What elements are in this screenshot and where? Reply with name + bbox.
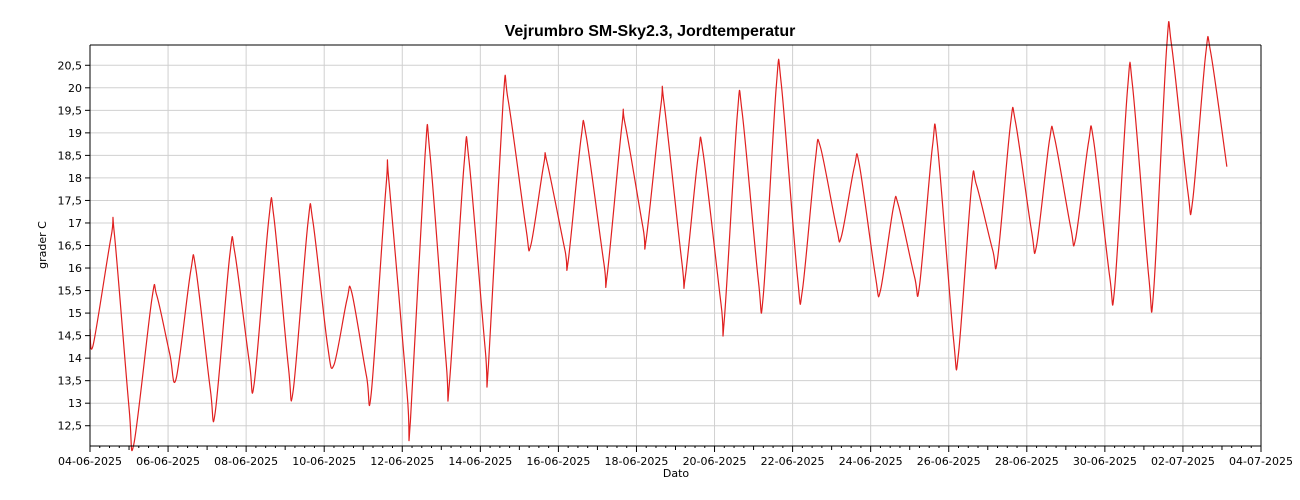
x-tick-label: 24-06-2025 (839, 455, 903, 468)
y-tick-label: 18,5 (58, 149, 83, 162)
y-axis-label: grader C (36, 221, 49, 269)
x-tick-label: 04-06-2025 (58, 455, 122, 468)
x-tick-label: 12-06-2025 (370, 455, 434, 468)
y-tick-label: 13,5 (58, 375, 83, 388)
x-tick-label: 06-06-2025 (136, 455, 200, 468)
x-axis-label: Dato (663, 467, 690, 480)
y-tick-label: 16,5 (58, 240, 83, 253)
y-tick-label: 20 (68, 82, 82, 95)
x-tick-label: 30-06-2025 (1073, 455, 1137, 468)
y-tick-label: 13 (68, 397, 82, 410)
y-tick-label: 14,5 (58, 330, 83, 343)
x-tick-label: 18-06-2025 (604, 455, 668, 468)
y-tick-label: 15 (68, 307, 82, 320)
x-tick-label: 26-06-2025 (917, 455, 981, 468)
x-axis-ticks: 04-06-2025 06-06-2025 08-06-2025 10-06-2025… (58, 446, 1293, 468)
y-tick-label: 16 (68, 262, 82, 275)
grid (89, 45, 1262, 446)
y-tick-label: 19,5 (58, 104, 83, 117)
y-tick-label: 17 (68, 217, 82, 230)
chart-title: Vejrumbro SM-Sky2.3, Jordtemperatur (505, 23, 796, 40)
temperature-series-line (89, 20, 1228, 452)
x-tick-label: 14-06-2025 (448, 455, 512, 468)
x-tick-label: 10-06-2025 (292, 455, 356, 468)
series-layer (89, 20, 1228, 452)
y-axis-ticks: 12,5 13 13,5 14 14,5 15 15,5 16 16,5 17 17,5 18 18,5… (58, 59, 90, 433)
x-tick-label: 20-06-2025 (683, 455, 747, 468)
x-tick-label: 22-06-2025 (761, 455, 825, 468)
x-tick-label: 08-06-2025 (214, 455, 278, 468)
y-tick-label: 15,5 (58, 285, 83, 298)
x-tick-label: 04-07-2025 (1229, 455, 1293, 468)
y-tick-label: 17,5 (58, 194, 83, 207)
y-tick-label: 12,5 (58, 420, 83, 433)
y-tick-label: 14 (68, 352, 82, 365)
y-tick-label: 20,5 (58, 59, 83, 72)
y-tick-label: 19 (68, 127, 82, 140)
x-tick-label: 16-06-2025 (526, 455, 590, 468)
x-tick-label: 02-07-2025 (1151, 455, 1215, 468)
y-tick-label: 18 (68, 172, 82, 185)
x-tick-label: 28-06-2025 (995, 455, 1059, 468)
